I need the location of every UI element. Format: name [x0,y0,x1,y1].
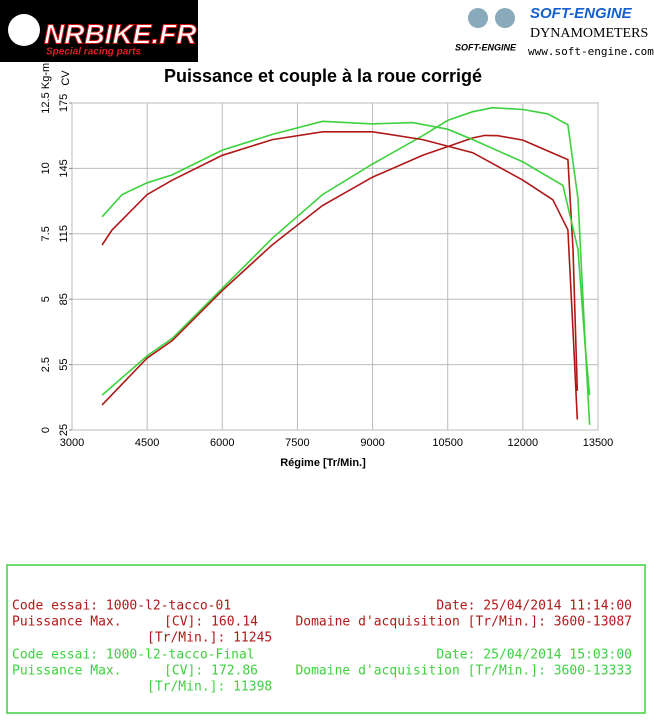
right-logo: SOFT-ENGINE [530,5,633,22]
left-tagline: Special racing parts [46,47,141,58]
helmet-icon [8,14,40,46]
x-tick-label: 7500 [285,437,309,449]
x-tick-label: 13500 [583,437,614,449]
plot-frame [71,102,599,431]
y-tick-label: 175 [58,94,70,112]
right-small: SOFT-ENGINE [455,42,517,52]
x-tick-label: 12000 [508,437,539,449]
power-value: [CV]: 172.86 [164,664,258,679]
y2-tick-label: 7.5 [40,226,52,241]
x-tick-label: 4500 [135,437,159,449]
x-tick-label: 9000 [360,437,384,449]
chart-title: Puissance et couple à la roue corrigé [164,66,482,86]
right-url: www.soft-engine.com [528,45,654,58]
y2-tick-label: 2.5 [40,357,52,372]
power-label: Puissance Max. [12,615,122,630]
y-tick-label: 85 [58,293,70,305]
power-value: [CV]: 160.14 [164,615,258,630]
rpm-value: [Tr/Min.]: 11398 [147,680,272,695]
power-label: Puissance Max. [12,664,122,679]
rpm-value: [Tr/Min.]: 11245 [147,631,272,646]
x-tick-label: 10500 [432,437,463,449]
y-tick-label: 115 [58,225,70,243]
test-date: Date: 25/04/2014 11:14:00 [436,599,632,614]
series-line [101,120,591,425]
y2-tick-label: 0 [40,427,52,433]
info-box [6,564,646,714]
y2-axis-label: Kg-m [40,63,52,89]
acq-domain: Domaine d'acquisition [Tr/Min.]: 3600-13… [295,664,632,679]
acq-domain: Domaine d'acquisition [Tr/Min.]: 3600-13… [295,615,632,630]
y-axis-label: CV [60,70,72,86]
left-logo: NRBIKE.FR [44,18,197,49]
test-date: Date: 25/04/2014 15:03:00 [436,648,632,663]
y2-tick-label: 12.5 [40,92,52,113]
series-line [101,106,591,396]
right-subtitle: DYNAMOMETERS [530,26,648,41]
y-tick-label: 145 [58,159,70,177]
series-line [101,131,579,420]
engine-icon [495,8,515,28]
y2-tick-label: 10 [40,162,52,174]
test-code: Code essai: 1000-l2-tacco-01 [12,599,231,614]
test-code: Code essai: 1000-l2-tacco-Final [12,648,255,663]
y-tick-label: 25 [58,424,70,436]
x-tick-label: 6000 [210,437,234,449]
engine-icon [468,8,488,28]
x-tick-label: 3000 [60,437,84,449]
y2-tick-label: 5 [40,296,52,302]
x-axis-label: Régime [Tr/Min.] [280,457,366,469]
y-tick-label: 55 [58,358,70,370]
